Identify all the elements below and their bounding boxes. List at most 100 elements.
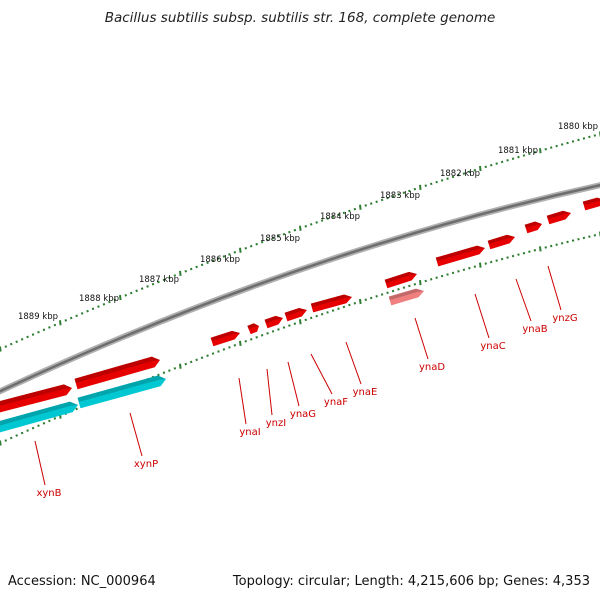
- outer-minor-tick: [168, 276, 171, 279]
- gene-name: ynaI: [239, 427, 260, 438]
- inner-major-tick: [179, 363, 182, 369]
- gene-label-ynaD: ynaD: [414, 317, 445, 373]
- outer-major-tick: [179, 270, 182, 276]
- outer-minor-tick: [495, 162, 498, 165]
- gene-label-xynB: xynB: [34, 440, 62, 499]
- kbp-labels: 1880 kbp 1881 kbp 1882 kbp 1883 kbp 1884 kbp…: [18, 122, 598, 322]
- inner-minor-tick: [20, 431, 24, 435]
- outer-minor-tick: [408, 189, 411, 193]
- outer-minor-tick: [462, 172, 466, 175]
- outer-minor-tick: [566, 141, 569, 145]
- outer-minor-tick: [255, 242, 258, 246]
- inner-minor-tick: [293, 322, 297, 325]
- gene-ynaC: [435, 245, 485, 267]
- gene-name: ynaC: [480, 341, 505, 352]
- inner-minor-tick: [282, 326, 286, 329]
- inner-minor-tick: [462, 268, 466, 272]
- outer-minor-tick: [364, 204, 368, 207]
- inner-minor-tick: [402, 286, 406, 289]
- inner-minor-tick: [326, 311, 329, 314]
- inner-minor-tick: [571, 239, 575, 242]
- inner-minor-tick: [495, 259, 498, 262]
- outer-minor-tick: [429, 182, 433, 186]
- gene-xynP-forward: [74, 356, 160, 390]
- inner-major-tick: [419, 280, 422, 286]
- inner-minor-tick: [446, 273, 449, 276]
- inner-minor-tick: [206, 354, 209, 357]
- inner-minor-tick: [429, 278, 433, 281]
- outer-minor-tick: [588, 135, 591, 139]
- outer-minor-tick: [173, 274, 177, 277]
- inner-minor-tick: [288, 324, 291, 327]
- outer-minor-tick: [222, 255, 226, 258]
- gene-name: xynP: [134, 459, 158, 470]
- inner-minor-tick: [424, 279, 428, 283]
- inner-minor-tick: [506, 256, 509, 259]
- inner-minor-tick: [566, 240, 569, 244]
- inner-minor-tick: [451, 271, 455, 275]
- outer-minor-tick: [375, 200, 378, 204]
- outer-minor-tick: [189, 267, 193, 271]
- inner-minor-tick: [528, 250, 531, 254]
- inner-minor-tick: [31, 426, 35, 430]
- gene-name: xynB: [36, 488, 61, 499]
- outer-major-tick: [539, 148, 542, 154]
- genome-backbone: [0, 182, 600, 395]
- kbp-label: 1887 kbp: [139, 275, 179, 285]
- kbp-label: 1886 kbp: [200, 255, 240, 265]
- outer-minor-tick: [473, 168, 477, 172]
- outer-minor-tick: [451, 175, 455, 179]
- inner-minor-tick: [353, 302, 357, 305]
- outer-minor-tick: [102, 303, 106, 306]
- inner-minor-tick: [375, 294, 378, 298]
- outer-minor-tick: [151, 282, 155, 286]
- outer-minor-tick: [446, 177, 449, 180]
- outer-minor-tick: [249, 244, 253, 248]
- inner-minor-tick: [413, 283, 417, 286]
- outer-minor-tick: [108, 300, 111, 304]
- inner-minor-tick: [489, 260, 493, 264]
- outer-minor-tick: [413, 187, 417, 191]
- inner-major-tick: [239, 340, 242, 346]
- outer-minor-tick: [244, 246, 248, 250]
- outer-minor-tick: [26, 335, 29, 339]
- outer-minor-tick: [69, 316, 73, 320]
- inner-minor-tick: [331, 309, 335, 312]
- inner-minor-tick: [266, 332, 269, 335]
- outer-minor-tick: [113, 298, 117, 302]
- inner-minor-tick: [157, 373, 160, 377]
- outer-minor-tick: [528, 152, 531, 156]
- outer-minor-tick: [184, 269, 188, 273]
- outer-minor-tick: [135, 289, 138, 293]
- inner-minor-tick: [457, 270, 460, 273]
- outer-minor-tick: [577, 138, 580, 142]
- outer-minor-tick: [15, 340, 18, 344]
- inner-minor-tick: [26, 429, 29, 432]
- kbp-label: 1881 kbp: [498, 146, 538, 156]
- outer-minor-tick: [369, 202, 373, 205]
- inner-minor-tick: [233, 344, 237, 347]
- inner-minor-tick: [48, 419, 51, 423]
- gene-label-xynP: xynP: [129, 412, 158, 470]
- outer-major-tick: [59, 320, 62, 326]
- inner-minor-tick: [386, 291, 389, 295]
- outer-tick-ring: [0, 131, 600, 352]
- outer-minor-tick: [20, 338, 24, 341]
- inner-minor-tick: [9, 436, 13, 440]
- inner-minor-tick: [549, 244, 553, 248]
- outer-minor-tick: [288, 230, 291, 234]
- inner-minor-tick: [315, 314, 318, 318]
- inner-minor-tick: [511, 254, 515, 258]
- genome-info-label: Topology: circular; Length: 4,215,606 bp…: [232, 574, 590, 589]
- inner-minor-tick: [440, 274, 444, 278]
- gene-label-ynaG: ynaG: [287, 361, 316, 420]
- gene-labels: xynB xynP ynaI ynzI ynaG ynaF ynaE ynaD ynaC ynaB…: [34, 265, 578, 499]
- inner-minor-tick: [309, 316, 313, 320]
- outer-minor-tick: [80, 312, 84, 315]
- outer-major-tick: [479, 165, 482, 172]
- outer-minor-tick: [211, 259, 215, 262]
- outer-minor-tick: [31, 333, 35, 336]
- inner-minor-tick: [544, 246, 548, 249]
- inner-minor-tick: [304, 318, 308, 322]
- inner-minor-tick: [260, 334, 264, 337]
